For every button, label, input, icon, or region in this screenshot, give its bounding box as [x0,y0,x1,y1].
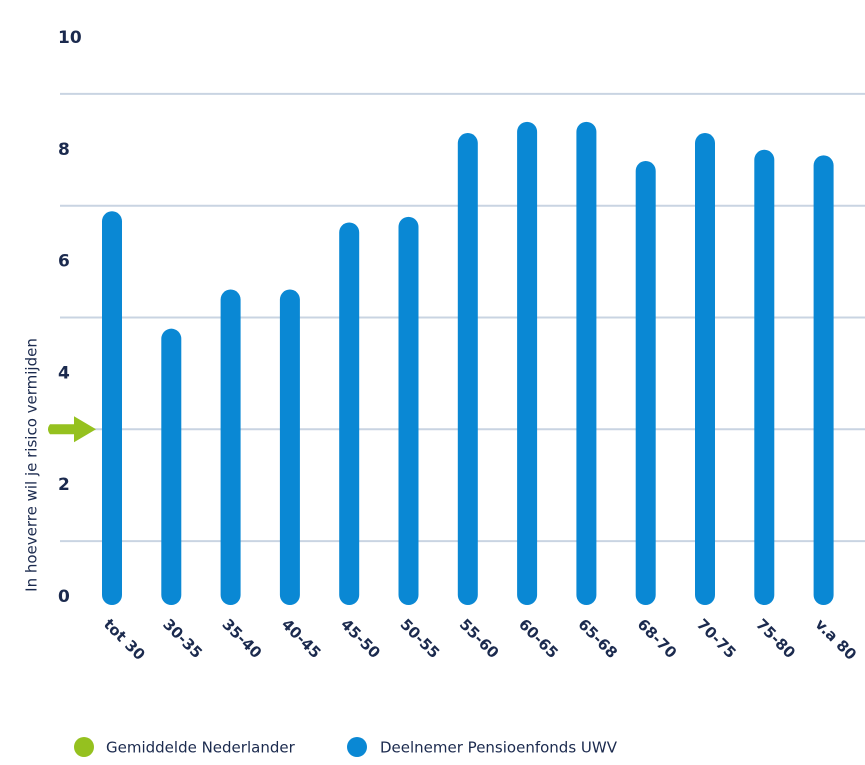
x-tick-label: 65-68 [574,615,621,662]
bar [279,289,300,605]
x-tick-label: 70-75 [693,615,740,662]
x-tick-label: 68-70 [634,615,681,662]
bar [635,160,656,606]
x-tick-label: 60-65 [515,615,562,662]
y-tick-label: 6 [58,252,70,272]
bar [161,328,182,605]
y-tick-label: 2 [58,475,70,495]
reference-arrow [48,416,96,443]
legend-label: Gemiddelde Nederlander [106,739,296,757]
bar [754,149,775,606]
x-tick-label: 35-40 [219,615,266,662]
y-tick-label: 8 [58,140,70,160]
x-tick-label: 75-80 [752,615,799,662]
bar [398,216,419,605]
y-axis-title: In hoeverre wil je risico vermijden [23,338,41,592]
bar [576,121,597,605]
x-tick-label: 40-45 [278,615,325,662]
x-tick-label: 45-50 [337,615,384,662]
bar [813,155,834,605]
x-tick-label: v.a 80 [812,615,860,663]
y-tick-label: 4 [58,363,70,383]
x-tick-label: 55-60 [456,615,503,662]
y-tick-label: 10 [58,28,82,48]
bar [457,133,478,605]
legend-label: Deelnemer Pensioenfonds UWV [380,739,618,757]
bar [339,222,360,605]
y-tick-label: 0 [58,587,70,607]
legend-swatch [347,737,367,757]
bar [102,211,122,606]
bar [695,133,715,605]
bar [517,121,538,605]
legend-swatch [74,737,94,757]
x-tick-label: tot 30 [100,615,149,664]
bar [220,289,241,605]
x-tick-label: 50-55 [396,615,443,662]
x-tick-label: 30-35 [159,615,206,662]
